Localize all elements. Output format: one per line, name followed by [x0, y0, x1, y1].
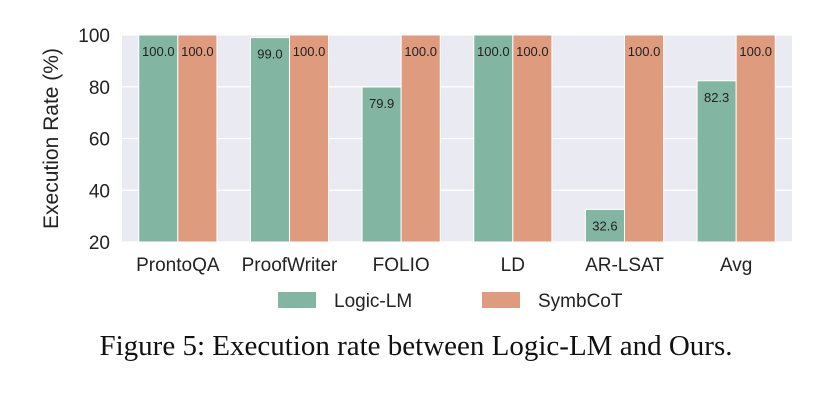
bar-value-label: 100.0: [516, 44, 549, 59]
bars: 100.0 100.0 99.0 100.0 79.9 100.0 100.0 100.0 32…: [138, 34, 776, 243]
bar-logic-lm-ld: [473, 34, 514, 243]
legend-label: SymbCoT: [538, 291, 623, 312]
bar-symbcot-ld: [512, 34, 553, 243]
x-tick-label: ProntoQA: [136, 255, 220, 276]
gridlines: [122, 34, 792, 243]
bar-value-label: 100.0: [181, 44, 214, 59]
y-tick-label: 100: [78, 26, 110, 47]
x-tick-label: ProofWriter: [242, 255, 338, 276]
bar-value-label: 100.0: [404, 44, 437, 59]
bar-symbcot-folio: [400, 34, 441, 243]
figure-caption: Figure 5: Execution rate between Logic-L…: [99, 330, 733, 362]
y-axis-title: Execution Rate (%): [40, 48, 63, 229]
y-tick-label: 20: [89, 233, 110, 254]
bar-value-label: 82.3: [704, 90, 729, 105]
legend-swatch: [482, 292, 520, 308]
bar-value-label: 100.0: [739, 44, 772, 59]
y-tick-label: 80: [89, 78, 110, 99]
legend-swatch: [278, 292, 316, 308]
bar-logic-lm-proofwriter: [249, 37, 291, 243]
legend: Logic-LM SymbCoT: [278, 291, 623, 312]
x-tick-label: LD: [501, 255, 525, 276]
bar-value-label: 100.0: [142, 44, 175, 59]
bar-value-label: 99.0: [257, 47, 282, 62]
x-tick-label: Avg: [720, 255, 752, 276]
y-axis-ticks: 20 40 60 80 100: [78, 26, 110, 254]
bar-value-label: 32.6: [592, 218, 617, 233]
bar-logic-lm-prontoqa: [138, 34, 179, 243]
x-tick-label: FOLIO: [373, 255, 430, 276]
bar-logic-lm-ar-lsat: [584, 208, 626, 243]
legend-label: Logic-LM: [334, 291, 412, 312]
y-tick-label: 40: [89, 181, 110, 202]
bar-logic-lm-folio: [361, 86, 402, 243]
bar-logic-lm-avg: [696, 80, 737, 243]
bar-value-label: 100.0: [293, 44, 326, 59]
bar-value-label: 79.9: [369, 96, 394, 111]
x-tick-label: AR-LSAT: [585, 255, 664, 276]
bar-symbcot-prontoqa: [177, 34, 218, 243]
bar-symbcot-proofwriter: [289, 34, 330, 243]
bar-value-label: 100.0: [628, 44, 661, 59]
bar-symbcot-avg: [735, 34, 776, 243]
y-tick-label: 60: [89, 130, 110, 151]
x-axis-ticks: ProntoQA ProofWriter FOLIO LD AR-LSAT Avg: [136, 255, 752, 276]
bar-symbcot-ar-lsat: [624, 34, 665, 243]
bar-value-label: 100.0: [477, 44, 510, 59]
